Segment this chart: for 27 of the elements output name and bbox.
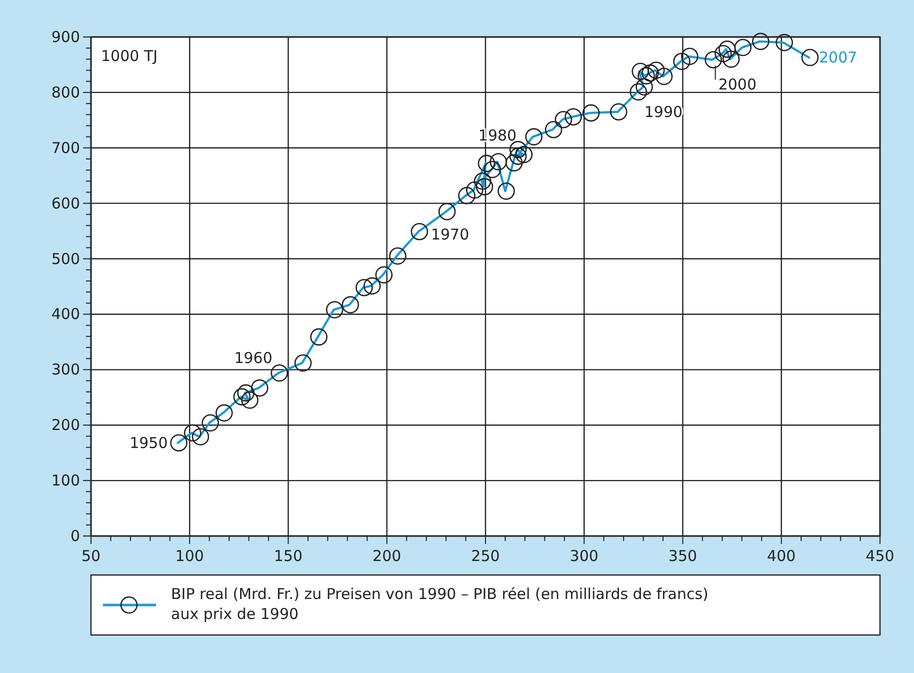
y-tick-label: 700 <box>51 138 80 157</box>
x-tick-label: 50 <box>81 547 101 565</box>
annotation: 1970 <box>430 226 470 244</box>
annotation: 2000 <box>718 76 757 94</box>
y-tick-label: 400 <box>51 305 80 324</box>
x-tick-label: 450 <box>866 547 894 565</box>
x-tick-label: 350 <box>668 547 698 565</box>
annotation: 1950 <box>130 434 168 452</box>
y-tick-label: 100 <box>51 472 80 490</box>
y-tick-label: 500 <box>51 250 80 268</box>
x-tick-label: 300 <box>570 547 598 565</box>
annotation: 1960 <box>234 348 272 367</box>
y-tick-label: 900 <box>51 28 80 46</box>
y-tick-label: 200 <box>51 416 80 434</box>
legend-label: BIP real (Mrd. Fr.) zu Preisen von 1990 – PIB réel (en milliards de francs) aux prix de 1990 <box>171 585 708 623</box>
y-tick-label: 0 <box>70 527 80 545</box>
x-tick-label: 400 <box>767 547 796 565</box>
x-tick-label: 200 <box>372 547 402 565</box>
y-axis-title: 1000 TJ <box>101 47 158 65</box>
x-tick-label: 250 <box>471 547 500 565</box>
x-tick-label: 150 <box>274 547 303 565</box>
y-tick-label: 600 <box>51 194 80 212</box>
y-tick-label: 300 <box>51 360 80 379</box>
annotation: 1990 <box>644 102 683 121</box>
annotation: 2007 <box>818 48 858 67</box>
x-tick-label: 100 <box>175 547 204 565</box>
y-tick-label: 800 <box>51 83 80 102</box>
